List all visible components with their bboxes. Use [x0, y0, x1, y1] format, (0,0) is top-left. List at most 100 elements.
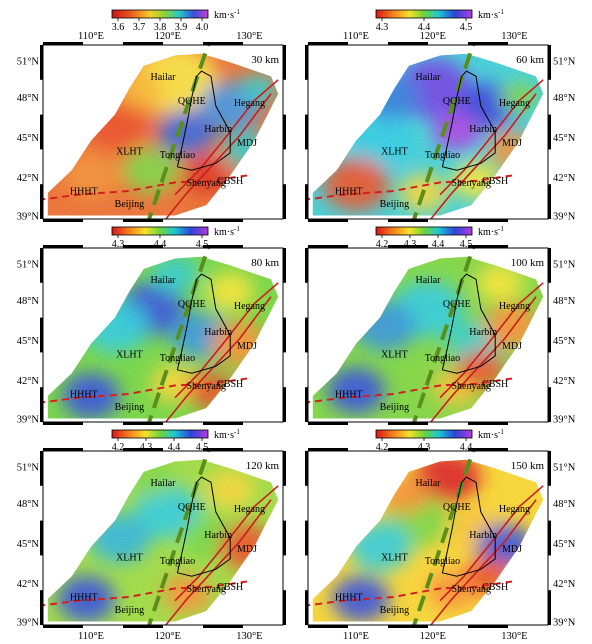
frame-bar-top: [308, 42, 348, 45]
lat-tick-label: 45°N: [17, 336, 40, 347]
place-label-hegang: Hegang: [234, 98, 265, 109]
colorbar-tick-label: 4.4: [460, 442, 473, 453]
frame-bar-right: [548, 317, 551, 353]
lat-tick-label: 51°N: [17, 260, 40, 271]
lat-tick-label: 48°N: [553, 93, 576, 104]
lon-tick-label: 130°E: [501, 31, 527, 42]
place-label-harbin: Harbin: [204, 530, 232, 541]
place-label-beijing: Beijing: [380, 605, 409, 616]
lat-tick-label: 39°N: [553, 415, 576, 426]
frame-bar-left: [40, 184, 43, 219]
gravity-lineament: [147, 248, 211, 422]
fault-dashed: [43, 377, 248, 404]
place-label-shenyang: Shenyang: [451, 584, 490, 595]
colorbar-unit: km·s-1: [214, 8, 240, 21]
fault-solid-2: [439, 282, 544, 399]
lat-tick-label: 48°N: [553, 499, 576, 510]
lon-tick-label: 110°E: [343, 31, 369, 42]
place-label-shenyang: Shenyang: [186, 584, 225, 595]
place-label-beijing: Beijing: [380, 199, 409, 210]
frame-bar-right: [283, 184, 286, 219]
colorbar-unit-exponent: -1: [498, 8, 504, 16]
place-label-cbsh: CBSH: [482, 176, 508, 187]
frame-bar-bottom: [388, 422, 428, 425]
colorbar-tick-label: 4.5: [196, 442, 209, 453]
fault-solid-1: [429, 93, 537, 219]
lon-tick-label: 120°E: [155, 31, 181, 42]
lon-tick-label: 110°E: [343, 631, 369, 642]
place-label-shenyang: Shenyang: [451, 381, 490, 392]
frame-bar-left: [305, 590, 308, 625]
fault-dashed: [308, 377, 513, 404]
map-panel-3: Hailar QQHE Hegang Harbin MDJ XLHT Tongliao She…: [17, 225, 286, 426]
frame-bar-bottom: [203, 422, 243, 425]
colorbar-tick-label: 4.3: [418, 442, 431, 453]
place-label-hailar: Hailar: [416, 275, 442, 286]
frame-bar-top: [123, 448, 163, 451]
frame-bar-right: [283, 317, 286, 353]
lon-tick-label: 120°E: [155, 631, 181, 642]
fault-solid-1: [164, 93, 272, 219]
fault-dashed: [43, 580, 248, 607]
fault-dashed: [43, 174, 248, 201]
frame-bar-left: [305, 114, 308, 150]
colorbar-tick-label: 4.4: [168, 442, 181, 453]
frame-bar-bottom: [468, 625, 508, 628]
place-label-hhht: HHHT: [70, 593, 98, 604]
colorbar: 4.2 4.3 4.4 4.5 km·s-1: [111, 428, 240, 453]
fault-dashed: [308, 580, 513, 607]
fault-solid-1: [429, 499, 537, 625]
fault-solid-1: [164, 499, 272, 625]
place-label-qqhe: QQHE: [178, 299, 206, 310]
place-label-cbsh: CBSH: [482, 379, 508, 390]
lat-tick-label: 39°N: [17, 618, 40, 629]
colorbar-scale: [375, 429, 473, 439]
gravity-lineament: [412, 451, 476, 625]
fault-solid-2: [439, 79, 544, 196]
place-label-tongliao: Tongliao: [160, 150, 195, 161]
colorbar-scale: [375, 226, 473, 236]
basin-outline: [176, 273, 231, 374]
place-label-hegang: Hegang: [499, 504, 530, 515]
place-label-xlht: XLHT: [116, 147, 143, 158]
place-label-beijing: Beijing: [115, 199, 144, 210]
place-label-qqhe: QQHE: [178, 96, 206, 107]
place-label-mdj: MDJ: [237, 341, 257, 352]
frame-bar-top: [308, 245, 348, 248]
place-label-shenyang: Shenyang: [186, 178, 225, 189]
colorbar-unit-exponent: -1: [234, 225, 240, 233]
depth-label: 100 km: [511, 257, 545, 269]
fault-solid-1: [429, 296, 537, 422]
frame-bar-right: [548, 114, 551, 150]
place-label-tongliao: Tongliao: [425, 150, 460, 161]
frame-bar-bottom: [43, 422, 83, 425]
place-label-mdj: MDJ: [237, 544, 257, 555]
frame-bar-top: [468, 42, 508, 45]
frame-bar-top: [388, 245, 428, 248]
place-label-xlht: XLHT: [116, 553, 143, 564]
map-panel-2: Hailar QQHE Hegang Harbin MDJ XLHT Tongliao She…: [305, 8, 576, 223]
place-label-tongliao: Tongliao: [160, 353, 195, 364]
place-label-shenyang: Shenyang: [186, 381, 225, 392]
lon-tick-label: 130°E: [501, 631, 527, 642]
colorbar-tick-label: 4.5: [196, 239, 209, 250]
place-label-qqhe: QQHE: [443, 96, 471, 107]
frame-bar-bottom: [308, 422, 348, 425]
map-panel-4: Hailar QQHE Hegang Harbin MDJ XLHT Tongliao She…: [305, 225, 576, 426]
colorbar-tick-label: 3.7: [133, 22, 146, 33]
depth-label: 30 km: [251, 54, 279, 66]
gravity-lineament: [147, 451, 211, 625]
frame-bar-top: [388, 42, 428, 45]
frame-bar-right: [548, 387, 551, 422]
frame-bar-left: [305, 451, 308, 486]
lat-tick-label: 48°N: [17, 296, 40, 307]
gravity-lineament: [412, 248, 476, 422]
colorbar: 4.3 4.4 4.5 km·s-1: [111, 225, 240, 250]
colorbar-unit-exponent: -1: [234, 8, 240, 16]
frame-bar-bottom: [43, 625, 83, 628]
frame-bar-bottom: [468, 219, 508, 222]
map-panel-1: Hailar QQHE Hegang Harbin MDJ XLHT Tongliao She…: [17, 8, 286, 223]
place-label-qqhe: QQHE: [443, 502, 471, 513]
colorbar: 4.2 4.3 4.4 km·s-1: [375, 428, 504, 453]
colorbar: 3.6 3.7 3.8 3.9 4.0 km·s-1: [111, 8, 240, 33]
